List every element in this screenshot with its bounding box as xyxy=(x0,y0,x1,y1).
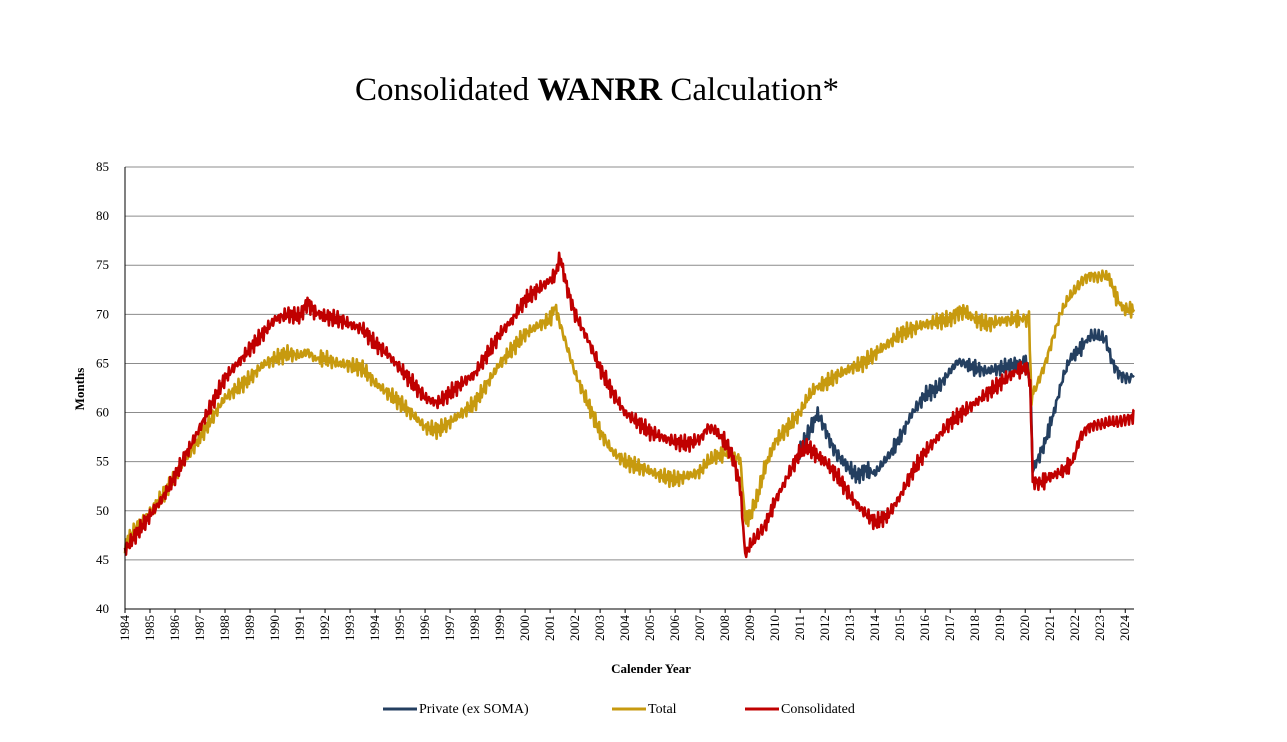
x-tick-label: 2021 xyxy=(1042,615,1057,641)
x-tick-label: 2017 xyxy=(942,615,957,642)
y-tick-label: 55 xyxy=(96,454,109,469)
x-tick-label: 1988 xyxy=(217,615,232,641)
x-tick-label: 1985 xyxy=(142,615,157,641)
y-tick-label: 60 xyxy=(96,405,109,420)
x-tick-label: 2007 xyxy=(692,615,707,642)
x-tick-label: 2011 xyxy=(792,615,807,641)
x-tick-label: 1987 xyxy=(192,615,207,642)
x-tick-label: 1994 xyxy=(367,615,382,642)
x-tick-label: 1990 xyxy=(267,615,282,641)
series-line-consolidated xyxy=(123,251,1135,559)
chart-title-pre: Consolidated xyxy=(355,72,538,108)
x-tick-label: 1991 xyxy=(292,615,307,641)
y-tick-label: 75 xyxy=(96,257,109,272)
x-tick-label: 2012 xyxy=(817,615,832,641)
x-tick-label: 1986 xyxy=(167,615,182,642)
x-tick-label: 2023 xyxy=(1092,615,1107,641)
x-tick-label: 2003 xyxy=(592,615,607,641)
x-tick-label: 2004 xyxy=(617,615,632,642)
x-tick-label: 1996 xyxy=(417,615,432,642)
y-tick-label: 85 xyxy=(96,159,109,174)
x-tick-label: 2019 xyxy=(992,615,1007,641)
series-line-private-ex-soma xyxy=(796,328,1135,485)
y-axis-label: Months xyxy=(72,368,87,411)
x-axis-label: Calender Year xyxy=(611,661,691,676)
x-tick-label: 2014 xyxy=(867,615,882,642)
x-tick-label: 2024 xyxy=(1117,615,1132,642)
x-tick-label: 1993 xyxy=(342,615,357,641)
x-tick-label: 1999 xyxy=(492,615,507,641)
legend-label-private-ex-soma: Private (ex SOMA) xyxy=(419,702,529,717)
chart-title: Consolidated WANRR Calculation* xyxy=(0,72,1194,109)
legend-label-consolidated: Consolidated xyxy=(781,702,855,717)
series-line-total xyxy=(123,269,1136,554)
legend-label-total: Total xyxy=(648,702,677,717)
legend: Private (ex SOMA) Total Consolidated xyxy=(383,702,855,717)
x-tick-label: 2013 xyxy=(842,615,857,641)
chart-title-bold: WANRR xyxy=(537,72,663,108)
x-tick-label: 1995 xyxy=(392,615,407,641)
x-tick-label: 1997 xyxy=(442,615,457,642)
y-tick-label: 40 xyxy=(96,601,109,616)
x-tick-label: 1984 xyxy=(117,615,132,642)
series-lines xyxy=(123,251,1136,559)
x-tick-label: 2018 xyxy=(967,615,982,641)
x-tick-label: 2022 xyxy=(1067,615,1082,641)
x-tick-label: 2015 xyxy=(892,615,907,641)
y-tick-label: 50 xyxy=(96,503,109,518)
x-tick-label: 1989 xyxy=(242,615,257,641)
x-tick-label: 2000 xyxy=(517,615,532,641)
x-tick-label: 2016 xyxy=(917,615,932,642)
y-tick-label: 80 xyxy=(96,208,109,223)
x-tick-label: 1992 xyxy=(317,615,332,641)
x-tick-label: 2006 xyxy=(667,615,682,642)
x-tick-label: 2005 xyxy=(642,615,657,641)
x-tick-label: 2002 xyxy=(567,615,582,641)
x-tick-label: 2010 xyxy=(767,615,782,641)
y-tick-label: 65 xyxy=(96,355,109,370)
x-tick-label: 1998 xyxy=(467,615,482,641)
x-tick-labels: 1984 1985 1986 1987 1988 1989 1990 1991 1992 1993… xyxy=(117,609,1132,641)
y-tick-label: 70 xyxy=(96,306,109,321)
x-tick-label: 2001 xyxy=(542,615,557,641)
x-tick-label: 2008 xyxy=(717,615,732,641)
chart-title-post: Calculation* xyxy=(662,72,839,108)
y-tick-labels: 40 45 50 55 60 65 70 75 80 85 xyxy=(96,159,109,616)
x-tick-label: 2020 xyxy=(1017,615,1032,641)
x-tick-label: 2009 xyxy=(742,615,757,641)
y-tick-label: 45 xyxy=(96,552,109,567)
